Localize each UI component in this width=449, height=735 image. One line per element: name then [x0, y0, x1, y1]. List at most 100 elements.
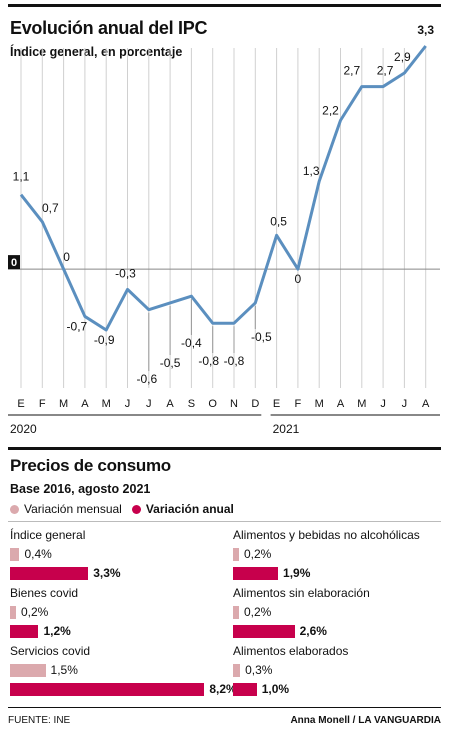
x-tick-label: J: [146, 398, 152, 410]
bar-anual: [233, 624, 295, 638]
legend-rule: [8, 521, 441, 522]
bar-row-mensual: 0,2%: [10, 604, 78, 620]
value-label: 2,9: [394, 50, 411, 64]
x-tick-label: D: [251, 398, 259, 410]
legend-swatch-mensual: [10, 504, 19, 514]
bar-group: Alimentos sin elaboración 0,2% 2,6%: [233, 586, 370, 639]
bar-row-mensual: 0,3%: [233, 662, 348, 678]
bar-row-anual: 3,3%: [10, 565, 121, 581]
value-label: -0,8: [224, 354, 245, 368]
chart-title: Evolución anual del IPC: [10, 18, 208, 38]
bar-mensual: [233, 547, 239, 561]
legend-item-anual: Variación anual: [131, 502, 234, 516]
x-tick-label: A: [81, 398, 89, 410]
x-tick-label: S: [188, 398, 195, 410]
value-label: -0,5: [251, 330, 272, 344]
value-label: 1,3: [303, 164, 320, 178]
bar-value-mensual: 0,3%: [245, 663, 273, 677]
bar-value-anual: 3,3%: [93, 566, 121, 580]
top-rule: [8, 4, 441, 7]
legend-item-mensual: Variación mensual: [10, 502, 122, 516]
bar-anual: [233, 682, 257, 696]
legend-label-mensual: Variación mensual: [24, 502, 122, 516]
value-label: 0,5: [270, 214, 287, 228]
value-label: 0,7: [42, 201, 59, 215]
ipc-line-chart: 01,10,70-0,7-0,9-0,3-0,6-0,5-0,4-0,8 -0,8…: [8, 23, 440, 436]
bar-anual: [10, 682, 205, 696]
bar-value-mensual: 0,2%: [244, 605, 272, 619]
legend-label-anual: Variación anual: [145, 502, 234, 516]
bar-mensual: [10, 663, 46, 677]
value-label: 0: [63, 250, 70, 264]
bar-value-mensual: 0,2%: [244, 547, 272, 561]
x-tick-label: F: [39, 398, 46, 410]
value-label: -0,6: [136, 372, 157, 386]
x-tick-label: J: [380, 398, 386, 410]
category-label: Bienes covid: [10, 586, 79, 600]
section-subtitle: Base 2016, agosto 2021: [10, 482, 151, 496]
x-tick-label: E: [273, 398, 280, 410]
value-label: 0: [295, 272, 302, 286]
category-label: Alimentos sin elaboración: [233, 586, 370, 600]
x-tick-label: N: [230, 398, 238, 410]
footer-rule: [8, 707, 441, 708]
x-tick-label: J: [402, 398, 408, 410]
bar-value-anual: 2,6%: [299, 624, 327, 638]
year-label: 2021: [273, 422, 300, 436]
bar-row-anual: 8,2%: [10, 681, 237, 697]
value-label: 2,7: [377, 64, 394, 78]
bar-mensual: [10, 547, 20, 561]
bar-mensual: [233, 663, 241, 677]
bar-row-anual: 1,9%: [233, 565, 420, 581]
bar-row-anual: 1,0%: [233, 681, 348, 697]
ipc-series-line: [19, 45, 427, 332]
bar-row-mensual: 0,4%: [10, 546, 121, 562]
zero-label: 0: [11, 257, 17, 269]
category-label: Índice general: [10, 528, 86, 542]
bar-legend: Variación mensual Variación anual: [10, 502, 244, 516]
bar-row-mensual: 0,2%: [233, 546, 420, 562]
bar-anual: [10, 624, 39, 638]
bar-value-anual: 1,0%: [261, 682, 290, 696]
x-tick-label: A: [337, 398, 345, 410]
bar-group: Servicios covid 1,5% 8,2%: [10, 644, 237, 697]
x-tick-label: J: [125, 398, 131, 410]
value-label: -0,9: [94, 333, 115, 347]
credit-label: Anna Monell / LA VANGUARDIA: [290, 715, 441, 726]
x-tick-label: M: [59, 398, 68, 410]
category-label: Alimentos y bebidas no alcohólicas: [233, 528, 420, 542]
bar-row-mensual: 0,2%: [233, 604, 370, 620]
value-label: -0,5: [160, 356, 181, 370]
value-label: -0,7: [67, 319, 88, 333]
bar-value-anual: 1,9%: [283, 566, 311, 580]
bar-row-mensual: 1,5%: [10, 662, 237, 678]
value-label: -0,8: [198, 354, 219, 368]
bar-row-anual: 2,6%: [233, 623, 370, 639]
category-label: Alimentos elaborados: [233, 644, 349, 658]
value-label: -0,3: [115, 266, 136, 280]
bar-mensual: [10, 605, 16, 619]
x-tick-label: A: [166, 398, 174, 410]
zero-label-box: [8, 255, 20, 270]
bar-anual: [10, 566, 89, 580]
year-label: 2020: [10, 422, 37, 436]
x-tick-label: O: [208, 398, 217, 410]
value-label: 2,2: [322, 103, 339, 117]
bar-group: Bienes covid 0,2% 1,2%: [10, 586, 78, 639]
value-label: 2,7: [343, 64, 360, 78]
bar-value-mensual: 1,5%: [50, 663, 78, 677]
x-tick-label: E: [17, 398, 24, 410]
bar-value-anual: 1,2%: [43, 624, 71, 638]
category-label: Servicios covid: [10, 644, 91, 658]
section-rule: [8, 447, 441, 450]
bar-group: Alimentos y bebidas no alcohólicas 0,2% 1,…: [233, 528, 420, 581]
x-tick-label: F: [295, 398, 302, 410]
bar-mensual: [233, 605, 239, 619]
legend-swatch-anual: [131, 504, 141, 514]
value-label: 1,1: [13, 170, 30, 184]
x-tick-label: M: [102, 398, 111, 410]
bar-group: Alimentos elaborados 0,3% 1,0%: [233, 644, 348, 697]
bar-anual: [233, 566, 279, 580]
x-tick-label: M: [357, 398, 366, 410]
value-label: 3,3: [417, 23, 434, 37]
